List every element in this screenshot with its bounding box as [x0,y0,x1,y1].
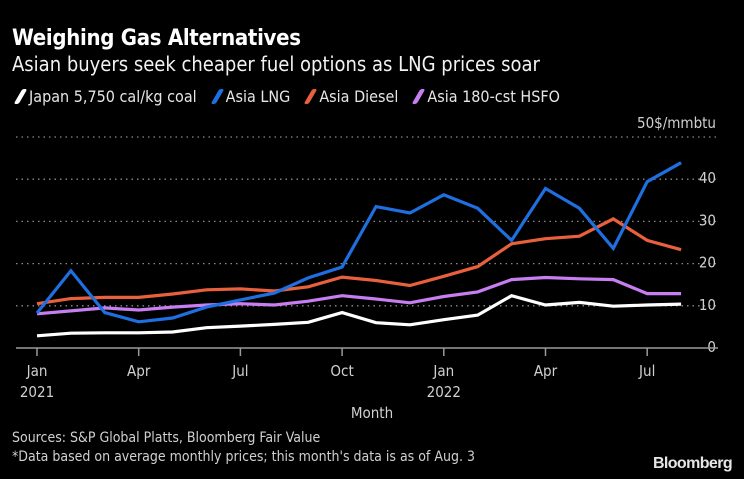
y-tick-label-30: 30 [699,211,716,229]
x-tick-label: Jan [26,362,48,380]
chart-title: Weighing Gas Alternatives [12,26,301,51]
sources-note: Sources: S&P Global Platts, Bloomberg Fa… [12,430,321,446]
x-tick-year-label: 2021 [20,383,54,401]
legend-label-diesel: Asia Diesel [319,87,399,106]
series-lng-line [35,161,682,324]
y-tick-labels: 0 10 20 30 40 [699,169,716,356]
chart-subtitle: Asian buyers seek cheaper fuel options a… [12,52,540,76]
series-hsfo-line [36,275,682,316]
legend-item-lng: Asia LNG [210,87,291,106]
x-tick-label: Jan [432,362,454,380]
series-diesel-line [36,217,682,306]
y-tick-label-40: 40 [699,169,716,187]
y-unit-label: 50$/mmbtu [637,114,716,132]
y-tick-label-20: 20 [699,254,716,272]
x-tick-label: Apr [534,362,558,380]
legend-label-coal: Japan 5,750 cal/kg coal [29,87,197,106]
series-coal-line [36,293,682,338]
legend-item-coal: Japan 5,750 cal/kg coal [13,87,197,106]
y-tick-label-0: 0 [707,338,716,356]
legend-item-hsfo: Asia 180-cst HSFO [412,87,560,106]
x-tick-label: Jul [231,362,248,380]
y-tick-label-10: 10 [699,296,716,314]
x-tick-labels: Jan 2021 Apr Jul Oct Jan 2022 Apr Jul [20,348,655,401]
legend-label-hsfo: Asia 180-cst HSFO [427,87,560,106]
series-lines [35,161,682,338]
bloomberg-logo: Bloomberg [652,455,733,472]
x-tick-label: Apr [127,362,151,380]
legend: Japan 5,750 cal/kg coal Asia LNG Asia Di… [13,87,560,106]
x-tick-label: Oct [330,362,353,380]
x-tick-label: Jul [638,362,655,380]
legend-item-diesel: Asia Diesel [303,87,399,106]
gridlines [16,136,718,307]
x-tick-year-label: 2022 [427,383,461,401]
data-footnote: *Data based on average monthly prices; t… [12,449,475,465]
legend-label-lng: Asia LNG [225,87,291,106]
x-axis-label: Month [351,404,393,422]
